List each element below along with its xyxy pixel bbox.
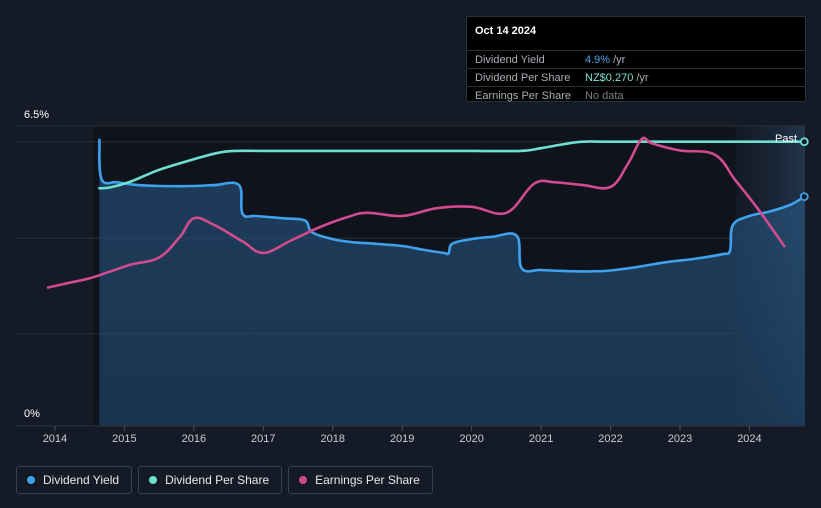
y-label-bottom: 0% bbox=[24, 408, 40, 420]
tooltip-row-dividend-yield: Dividend Yield 4.9%/yr bbox=[467, 50, 805, 69]
dividend-yield-end-marker bbox=[799, 192, 809, 202]
x-tick-label: 2024 bbox=[737, 433, 761, 445]
tooltip-row-earnings-per-share: Earnings Per Share No data bbox=[467, 86, 805, 105]
tooltip-unit: /yr bbox=[613, 54, 626, 66]
legend-dot bbox=[299, 476, 308, 484]
x-tick-label: 2020 bbox=[459, 433, 483, 445]
dividend-yield-area bbox=[99, 139, 805, 427]
x-tick-label: 2021 bbox=[529, 433, 553, 445]
x-axis-ticks: 2014 2015 2016 2017 2018 2019 2020 2021 2022 2023… bbox=[43, 426, 762, 445]
legend-dot bbox=[27, 476, 35, 484]
legend-label: Earnings Per Share bbox=[315, 473, 420, 487]
tooltip-value: No data bbox=[585, 90, 627, 102]
legend-item-dividend-yield[interactable]: Dividend Yield bbox=[16, 466, 133, 494]
legend-item-earnings-per-share[interactable]: Earnings Per Share bbox=[288, 466, 433, 494]
x-tick-label: 2014 bbox=[43, 433, 67, 445]
tooltip-unit: /yr bbox=[636, 72, 649, 84]
x-tick-label: 2023 bbox=[668, 433, 692, 445]
legend-dot bbox=[149, 476, 158, 484]
legend-label: Dividend Per Share bbox=[165, 473, 270, 487]
x-tick-label: 2017 bbox=[251, 433, 275, 445]
chart-legend: Dividend Yield Dividend Per Share Earnin… bbox=[16, 466, 433, 494]
tooltip-value: 4.9%/yr bbox=[585, 54, 625, 66]
x-tick-label: 2018 bbox=[321, 433, 345, 445]
x-tick-label: 2019 bbox=[390, 433, 414, 445]
tooltip-value-text: 4.9% bbox=[585, 54, 611, 66]
y-label-top: 6.5% bbox=[24, 109, 49, 121]
past-label: Past bbox=[775, 133, 797, 145]
legend-item-dividend-per-share[interactable]: Dividend Per Share bbox=[138, 466, 283, 494]
dividend-per-share-line bbox=[98, 140, 806, 190]
x-tick-label: 2016 bbox=[182, 433, 206, 445]
dividend-per-share-end-marker bbox=[799, 137, 809, 147]
tooltip-value-text: No data bbox=[585, 90, 624, 102]
tooltip-label: Dividend Per Share bbox=[475, 72, 571, 84]
legend-label: Dividend Yield bbox=[43, 473, 120, 487]
dividend-yield-line bbox=[98, 138, 806, 273]
tooltip-label: Dividend Yield bbox=[475, 54, 545, 66]
tooltip-row-dividend-per-share: Dividend Per Share NZ$0.270/yr bbox=[467, 68, 805, 87]
x-tick-label: 2022 bbox=[598, 433, 622, 445]
tooltip-label: Earnings Per Share bbox=[475, 90, 571, 102]
x-tick-label: 2015 bbox=[112, 433, 136, 445]
tooltip-value-text: NZ$0.270 bbox=[585, 72, 634, 84]
tooltip: Oct 14 2024 Dividend Yield 4.9%/yr Divid… bbox=[466, 16, 806, 102]
earnings-per-share-line bbox=[46, 136, 786, 289]
tooltip-date: Oct 14 2024 bbox=[475, 25, 537, 37]
tooltip-value: NZ$0.270/yr bbox=[585, 72, 649, 84]
